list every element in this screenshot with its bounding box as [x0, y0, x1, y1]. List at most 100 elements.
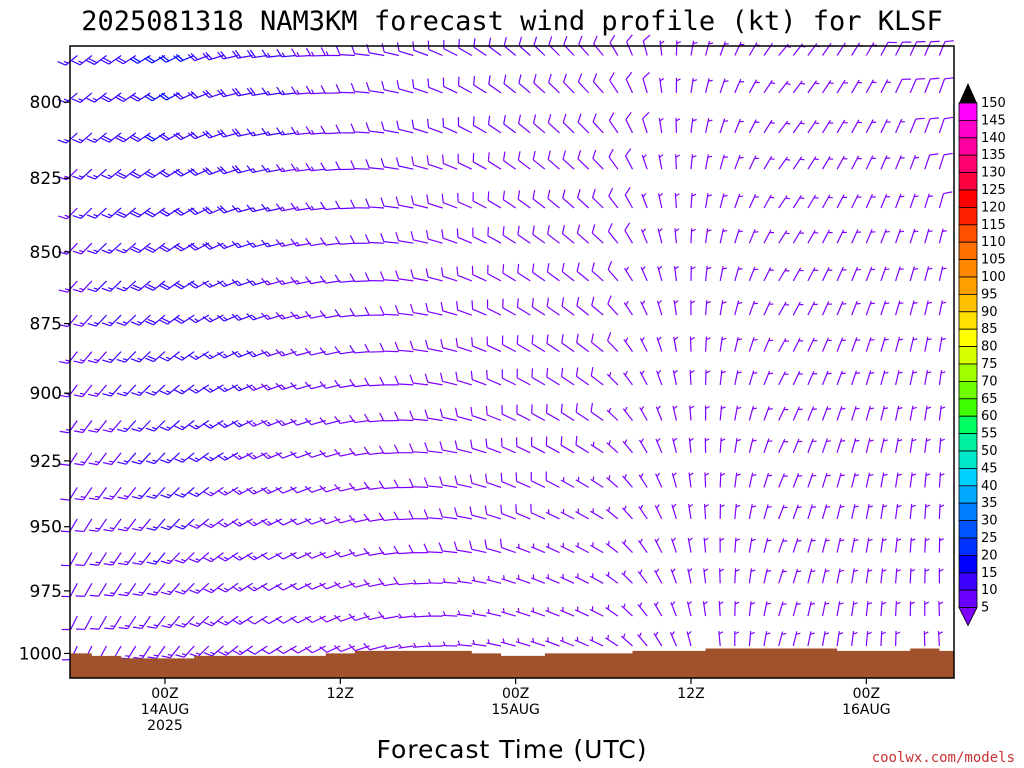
wind-barb	[624, 187, 634, 209]
wind-barb	[640, 228, 648, 244]
wind-barb	[393, 444, 414, 454]
wind-barb	[158, 54, 180, 63]
wind-barb	[290, 552, 312, 560]
colorbar-segment	[958, 363, 978, 382]
wind-barb	[687, 537, 693, 553]
wind-barb	[807, 156, 819, 170]
wind-barb	[605, 571, 619, 584]
colorbar-segment	[958, 572, 978, 591]
y-tick-label: 1000	[19, 644, 62, 664]
wind-barb	[748, 300, 758, 316]
wind-barb	[320, 125, 341, 135]
wind-barb	[734, 41, 745, 56]
wind-barb	[160, 552, 181, 565]
wind-barb	[393, 576, 414, 586]
wind-barb	[851, 472, 860, 488]
colorbar-segment	[958, 380, 978, 400]
wind-barb	[620, 633, 633, 647]
wind-barb	[487, 191, 502, 209]
wind-barb	[642, 111, 650, 134]
wind-barb	[623, 337, 633, 352]
wind-barb	[290, 163, 312, 172]
wind-barb	[442, 577, 458, 584]
wind-barb	[275, 486, 297, 494]
wind-barb	[515, 472, 531, 488]
wind-barb	[275, 518, 297, 526]
wind-barb	[260, 419, 283, 427]
wind-barb	[865, 370, 875, 386]
wind-barb	[412, 612, 429, 618]
wind-barb	[174, 552, 195, 564]
wind-barb	[591, 188, 604, 209]
wind-barb	[705, 118, 713, 134]
wind-barb	[748, 472, 757, 488]
wind-barb	[589, 542, 604, 554]
wind-barb	[87, 351, 107, 364]
wind-barb	[657, 228, 663, 244]
wind-barb	[365, 122, 385, 134]
wind-barb	[217, 351, 239, 359]
wind-barb	[591, 262, 604, 282]
wind-barb	[807, 504, 817, 520]
colorbar-segment	[958, 555, 978, 574]
wind-barb	[577, 113, 590, 134]
wind-barb	[621, 505, 633, 520]
wind-barb	[304, 582, 326, 590]
wind-barb	[275, 164, 297, 173]
wind-barb	[734, 472, 741, 488]
wind-barb	[734, 503, 741, 519]
colorbar-label: 10	[981, 583, 998, 598]
wind-barb	[174, 518, 195, 530]
colorbar-label: 60	[981, 409, 998, 424]
wind-barb	[792, 504, 802, 520]
wind-barb	[670, 537, 677, 553]
wind-barb	[101, 242, 122, 254]
wind-barb	[116, 384, 137, 397]
y-axis-ticks: 800 825 850 875 900 925 950 975 1000	[19, 93, 70, 664]
colorbar-segment	[958, 467, 978, 487]
wind-barb	[456, 610, 472, 617]
wind-barb	[217, 518, 239, 528]
wind-barb	[246, 87, 268, 97]
wind-barb	[486, 369, 502, 386]
wind-barb	[938, 116, 954, 134]
wind-barb	[411, 156, 429, 170]
plot-frame	[69, 45, 955, 679]
wind-barb	[763, 406, 773, 421]
wind-barb	[469, 474, 487, 488]
wind-barb	[89, 582, 108, 597]
wind-barb	[379, 412, 399, 422]
wind-barb	[792, 337, 804, 352]
colorbar-segment	[958, 537, 978, 556]
wind-barb	[456, 577, 472, 584]
wind-barb	[261, 582, 283, 592]
wind-barb	[74, 518, 93, 533]
wind-barb	[305, 276, 326, 285]
colorbar-label: 25	[981, 531, 998, 546]
wind-barb	[909, 300, 918, 316]
wind-barb	[427, 642, 443, 648]
wind-barb	[924, 336, 932, 352]
wind-barb	[531, 297, 546, 316]
wind-barb	[425, 339, 443, 353]
wind-barb	[203, 645, 224, 657]
wind-barb	[72, 207, 93, 220]
wind-barb	[365, 159, 385, 170]
wind-barb	[305, 126, 326, 135]
wind-barb	[319, 237, 341, 246]
wind-barb	[577, 189, 590, 209]
colorbar-segment	[958, 520, 978, 539]
wind-barb	[217, 419, 239, 429]
wind-barb	[335, 200, 355, 210]
colorbar-label: 110	[981, 235, 1006, 250]
wind-barb	[625, 71, 634, 94]
wind-barb	[261, 49, 282, 58]
colorbar-label: 100	[981, 270, 1006, 285]
wind-barb	[145, 351, 166, 363]
wind-barb	[410, 231, 429, 244]
wind-barb	[924, 503, 931, 519]
wind-barb	[147, 645, 166, 659]
wind-barb	[275, 203, 297, 212]
wind-barb	[348, 447, 370, 456]
wind-barb	[590, 508, 604, 520]
